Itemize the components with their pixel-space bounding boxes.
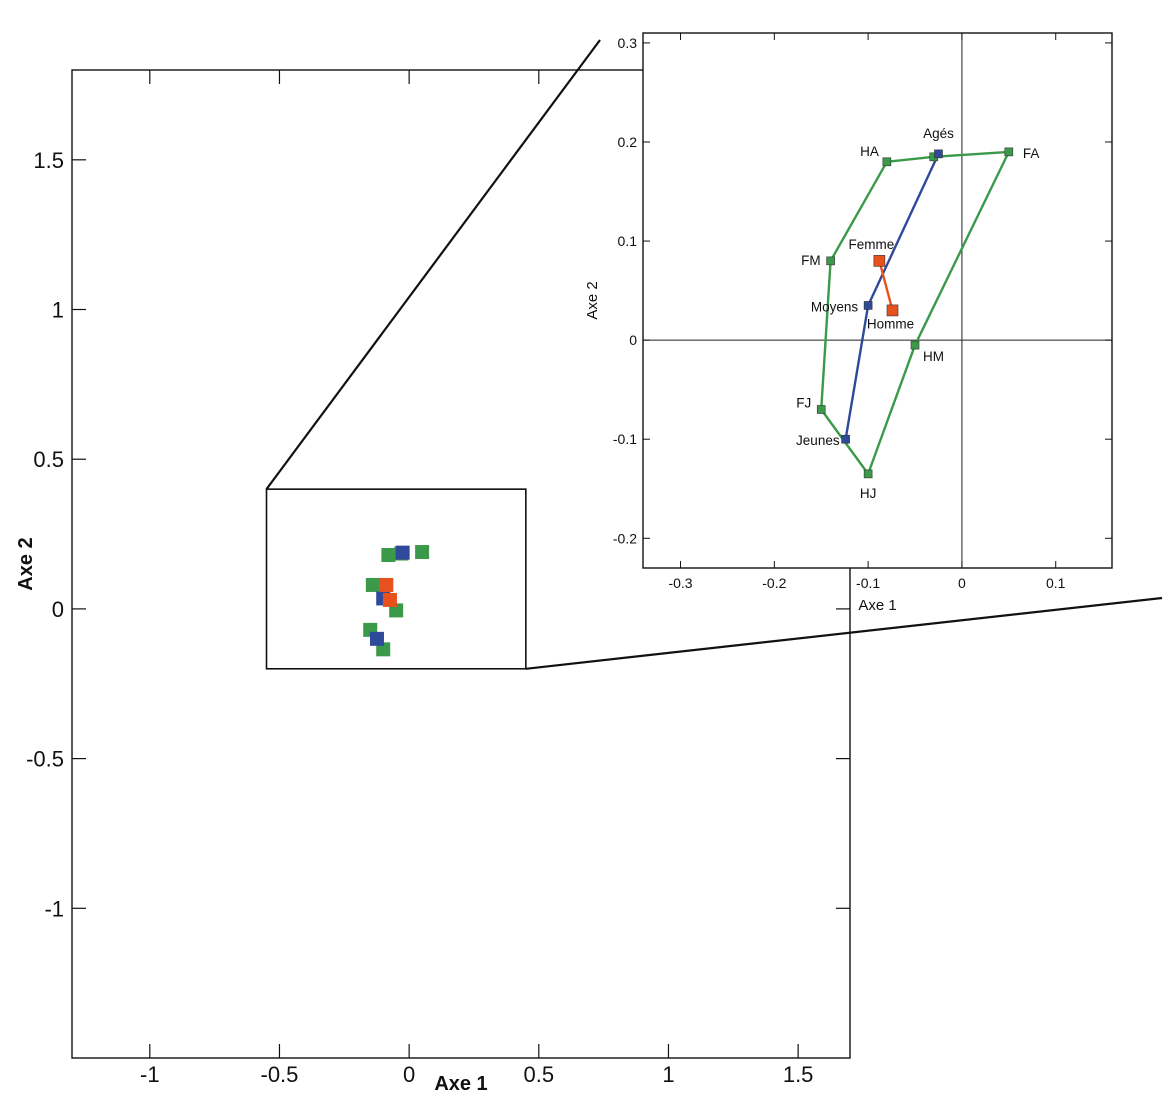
- inset-point-label: Homme: [867, 316, 914, 331]
- main-x-tick-label: 1: [662, 1062, 674, 1087]
- inset-x-axis-title: Axe 1: [858, 597, 896, 614]
- main-x-tick-label: -0.5: [261, 1062, 299, 1087]
- main-y-tick-label: 0.5: [33, 447, 64, 472]
- main-y-axis-title: Axe 2: [15, 537, 37, 590]
- inset-point-label: FJ: [796, 395, 811, 410]
- inset-x-tick-label: -0.3: [668, 575, 692, 591]
- main-x-tick-label: -1: [140, 1062, 160, 1087]
- zoom-region-box: [265, 488, 527, 670]
- inset-y-tick-label: -0.1: [613, 431, 637, 447]
- inset-x-tick-label: 0.1: [1046, 575, 1066, 591]
- main-x-tick-label: 1.5: [783, 1062, 814, 1087]
- inset-plot: -0.3 -0.2 -0.1 0 0.1 0.3 0.2 0.1 0 -0.1 -0.2 Axe 1 A…: [584, 32, 1113, 614]
- inset-y-tick-label: 0.2: [618, 134, 638, 150]
- inset-point-marker: [886, 304, 899, 317]
- inset-series-line: [820, 150, 1011, 476]
- inset-point-marker: [1004, 147, 1014, 157]
- main-point-marker: [395, 545, 410, 560]
- inset-point-label: Femme: [848, 237, 894, 252]
- inset-point-label: Agés: [923, 126, 954, 141]
- main-y-tick-label: 1: [52, 298, 64, 323]
- inset-y-axis-title: Axe 2: [584, 281, 601, 319]
- inset-point-label: FA: [1023, 146, 1040, 161]
- main-point-marker: [365, 577, 380, 592]
- inset-point-label: FM: [801, 253, 821, 268]
- inset-point-marker: [816, 405, 826, 414]
- inset-point-label: Jeunes: [796, 433, 840, 448]
- inset-point-label: HM: [923, 349, 944, 364]
- inset-y-tick-label: -0.2: [613, 530, 637, 546]
- main-point-marker: [369, 631, 384, 646]
- inset-x-tick-label: -0.1: [856, 575, 880, 591]
- inset-y-tick-label: 0: [629, 332, 637, 348]
- zoom-connector-line: [265, 39, 601, 490]
- inset-y-tick-label: 0.1: [618, 233, 638, 249]
- inset-point-marker: [873, 255, 886, 267]
- inset-point-marker: [863, 469, 873, 479]
- main-point-marker: [415, 545, 430, 560]
- inset-point-marker: [863, 301, 873, 310]
- inset-point-label: Moyens: [811, 299, 859, 314]
- main-point-marker: [382, 592, 397, 607]
- inset-point-label: HJ: [860, 486, 877, 501]
- main-y-tick-label: -1: [44, 896, 64, 921]
- main-y-tick-label: 1.5: [33, 148, 64, 173]
- inset-series-line: [878, 260, 894, 311]
- zoom-connector-lines: [265, 39, 1163, 670]
- inset-x-tick-label: -0.2: [762, 575, 786, 591]
- inset-x-tick-label: 0: [958, 575, 966, 591]
- main-y-tick-label: 0: [52, 597, 64, 622]
- inset-plot-frame: [642, 32, 1113, 569]
- inset-point-label: HA: [860, 144, 879, 159]
- main-point-marker: [379, 577, 394, 592]
- main-x-tick-label: 0: [403, 1062, 415, 1087]
- inset-point-marker: [882, 157, 892, 167]
- main-x-tick-label: 0.5: [524, 1062, 555, 1087]
- inset-point-marker: [826, 256, 835, 266]
- main-y-tick-label: -0.5: [26, 747, 64, 772]
- inset-point-marker: [841, 434, 850, 444]
- inset-point-marker: [934, 149, 943, 159]
- main-point-marker: [381, 548, 396, 563]
- zoom-connector-line: [525, 596, 1163, 670]
- inset-y-tick-label: 0.3: [618, 35, 638, 51]
- inset-point-marker: [910, 340, 920, 350]
- main-x-axis-title: Axe 1: [434, 1073, 487, 1095]
